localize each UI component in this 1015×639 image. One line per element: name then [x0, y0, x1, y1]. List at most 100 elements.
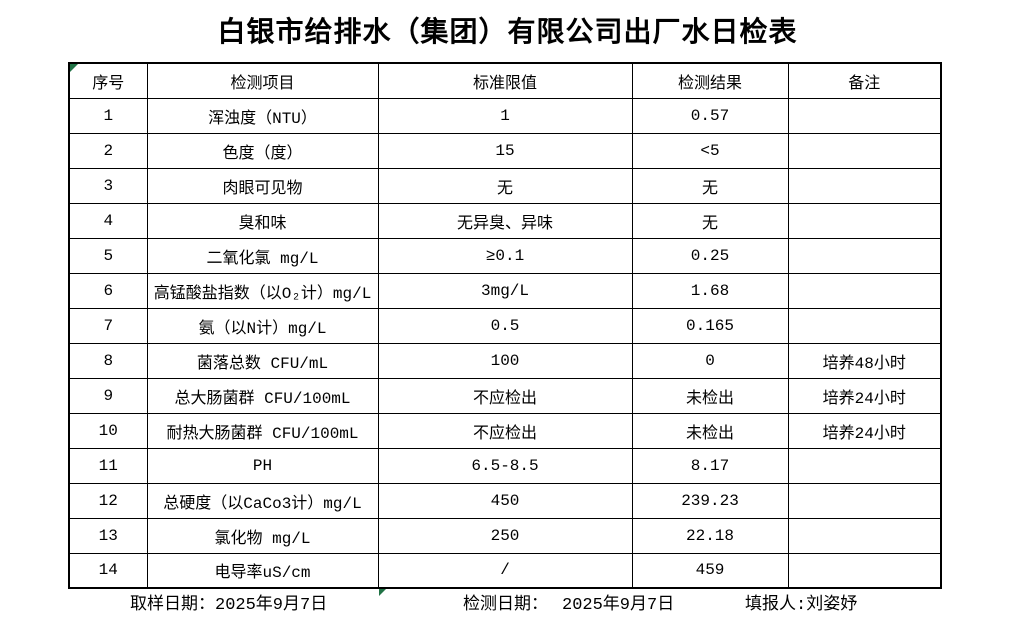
- cell-remark: [787, 552, 942, 589]
- cell-seq: 1: [68, 97, 148, 134]
- table-row: 4 臭和味 无异臭、异味无: [68, 202, 942, 239]
- table-row: 9 总大肠菌群 CFU/100mL 不应检出 未检出 培养24小时: [68, 377, 942, 414]
- sampling-date-value: 2025年9月7日: [215, 596, 328, 615]
- cell-item: 电导率uS/cm: [146, 552, 379, 589]
- cell-item: 氨（以N计）mg/L: [146, 307, 379, 344]
- cell-result: 22.18: [631, 517, 789, 554]
- cell-item: PH: [146, 447, 379, 484]
- water-quality-table: 序号 检测项目 标准限值 检测结果 备注 1 浑浊度（NTU） 1 0.57 2 色度（度…: [68, 62, 942, 589]
- cell-item: 色度（度）: [146, 132, 379, 169]
- sampling-date-field: 取样日期：2025年9月7日: [130, 594, 327, 618]
- test-date-field: 检测日期： 2025年9月7日: [463, 594, 674, 618]
- page-title: 白银市给排水（集团）有限公司出厂水日检表: [217, 16, 798, 47]
- cell-item: 总硬度（以CaCo3计）mg/L: [146, 482, 379, 519]
- cell-item: 高锰酸盐指数（以O₂计）mg/L: [146, 272, 379, 309]
- cell-seq: 11: [68, 447, 148, 484]
- cell-error-marker-icon: [70, 64, 78, 72]
- cell-remark: [787, 307, 942, 344]
- cell-remark: [787, 447, 942, 484]
- cell-result: 未检出: [631, 412, 789, 449]
- cell-item: 二氧化氯 mg/L: [146, 237, 379, 274]
- cell-result: 0.165: [631, 307, 789, 344]
- cell-seq: 8: [68, 342, 148, 379]
- cell-remark: [787, 132, 942, 169]
- cell-remark: 培养24小时: [787, 412, 942, 449]
- table-row: 5 二氧化氯 mg/L ≥0.1 0.25: [68, 237, 942, 274]
- cell-result: 0.57: [631, 97, 789, 134]
- cell-limit: 450: [377, 482, 633, 519]
- cell-seq: 3: [68, 167, 148, 204]
- cell-item: 浑浊度（NTU）: [146, 97, 379, 134]
- header-cell-limit: 标准限值: [377, 62, 633, 99]
- cell-limit: 3mg/L: [377, 272, 633, 309]
- table-header-row: 序号 检测项目 标准限值 检测结果 备注: [68, 62, 942, 99]
- cell-remark: [787, 237, 942, 274]
- table-row: 12 总硬度（以CaCo3计）mg/L 450 239.23: [68, 482, 942, 519]
- header-cell-seq: 序号: [68, 62, 148, 99]
- cell-limit: 1: [377, 97, 633, 134]
- table-row: 8 菌落总数 CFU/mL 100 0 培养48小时: [68, 342, 942, 379]
- cell-limit: 不应检出: [377, 377, 633, 414]
- cell-limit: 不应检出: [377, 412, 633, 449]
- table-row: 13 氯化物 mg/L 250 22.18: [68, 517, 942, 554]
- cell-result: 8.17: [631, 447, 789, 484]
- cell-seq: 2: [68, 132, 148, 169]
- reporter-label: 填报人:: [745, 596, 807, 615]
- cell-result: 1.68: [631, 272, 789, 309]
- reporter-field: 填报人:刘姿妤: [745, 594, 857, 618]
- cell-seq: 14: [68, 552, 148, 589]
- cell-remark: [787, 517, 942, 554]
- cell-remark: [787, 97, 942, 134]
- cell-seq: 9: [68, 377, 148, 414]
- cell-item: 肉眼可见物: [146, 167, 379, 204]
- table-row: 2 色度（度） 15 <5: [68, 132, 942, 169]
- cell-remark: 培养24小时: [787, 377, 942, 414]
- cell-item: 臭和味: [146, 202, 379, 239]
- header-cell-item: 检测项目: [146, 62, 379, 99]
- table-row: 7 氨（以N计）mg/L 0.5 0.165: [68, 307, 942, 344]
- cell-result: 未检出: [631, 377, 789, 414]
- cell-limit: 0.5: [377, 307, 633, 344]
- cell-seq: 4: [68, 202, 148, 239]
- cell-limit: 无异臭、异味: [377, 202, 633, 239]
- cell-item: 总大肠菌群 CFU/100mL: [146, 377, 379, 414]
- table-row: 6 高锰酸盐指数（以O₂计）mg/L 3mg/L 1.68: [68, 272, 942, 309]
- header-cell-remark: 备注: [787, 62, 942, 99]
- cell-result: 0.25: [631, 237, 789, 274]
- cell-seq: 13: [68, 517, 148, 554]
- cell-remark: 培养48小时: [787, 342, 942, 379]
- cell-limit: 250: [377, 517, 633, 554]
- cell-result: 239.23: [631, 482, 789, 519]
- cell-remark: [787, 482, 942, 519]
- cell-limit: /: [377, 552, 633, 589]
- cell-seq: 7: [68, 307, 148, 344]
- table-body: 1 浑浊度（NTU） 1 0.57 2 色度（度） 15 <5 3 肉眼可见物无无 4 臭和味 无异臭、…: [68, 97, 942, 589]
- cell-seq: 10: [68, 412, 148, 449]
- cell-remark: [787, 167, 942, 204]
- cell-seq: 6: [68, 272, 148, 309]
- sampling-date-label: 取样日期：: [130, 596, 215, 615]
- table-row: 1 浑浊度（NTU） 1 0.57: [68, 97, 942, 134]
- cell-remark: [787, 272, 942, 309]
- cell-limit: 无: [377, 167, 633, 204]
- cell-item: 氯化物 mg/L: [146, 517, 379, 554]
- test-date-value: 2025年9月7日: [562, 596, 675, 615]
- table-row: 3 肉眼可见物无无: [68, 167, 942, 204]
- cell-limit: 6.5-8.5: [377, 447, 633, 484]
- cell-seq: 5: [68, 237, 148, 274]
- header-cell-result: 检测结果: [631, 62, 789, 99]
- cell-remark: [787, 202, 942, 239]
- cell-seq: 12: [68, 482, 148, 519]
- cell-result: 无: [631, 167, 789, 204]
- cell-result: 无: [631, 202, 789, 239]
- cell-result: 0: [631, 342, 789, 379]
- reporter-name: 刘姿妤: [806, 596, 858, 615]
- cell-error-marker-icon: [379, 589, 386, 596]
- cell-result: 459: [631, 552, 789, 589]
- test-date-label: 检测日期：: [463, 596, 548, 615]
- cell-limit: 15: [377, 132, 633, 169]
- table-row: 11 PH 6.5-8.5 8.17: [68, 447, 942, 484]
- table-row: 14 电导率uS/cm/459: [68, 552, 942, 589]
- cell-item: 耐热大肠菌群 CFU/100mL: [146, 412, 379, 449]
